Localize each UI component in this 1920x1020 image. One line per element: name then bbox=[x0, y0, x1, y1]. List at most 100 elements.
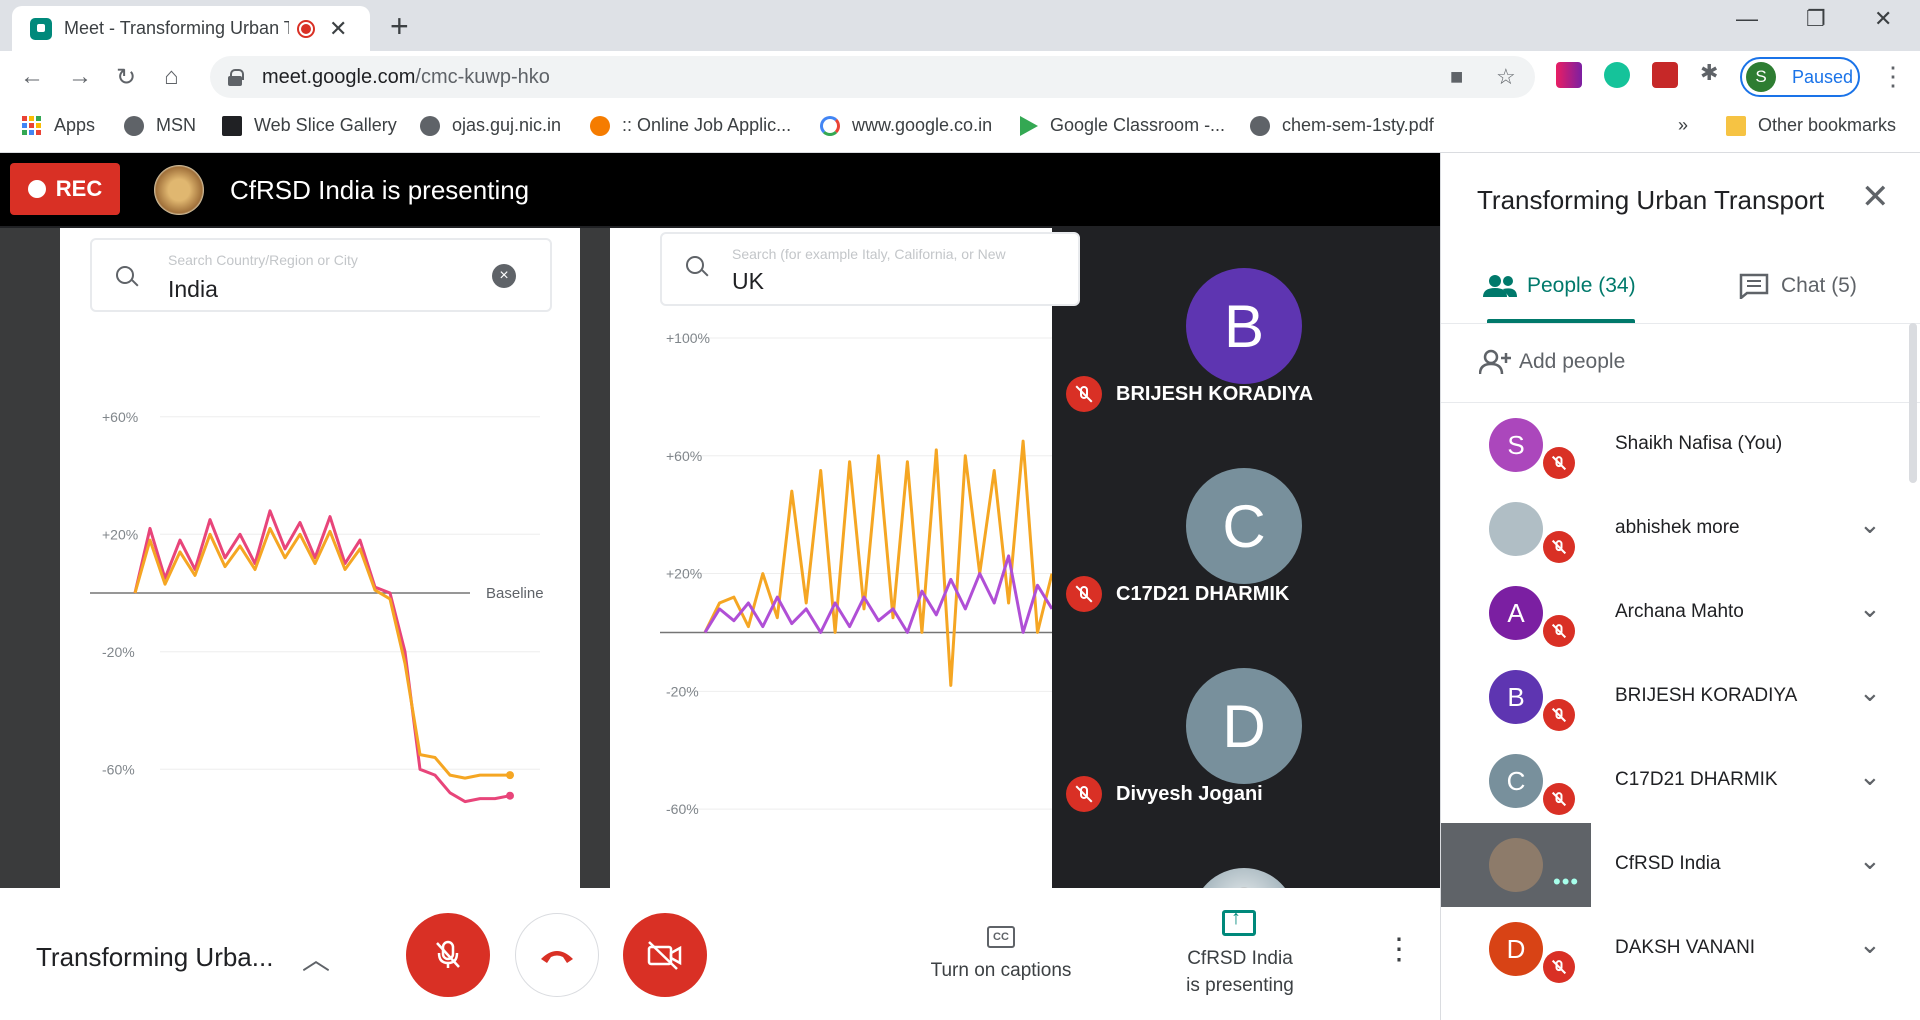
rec-label: REC bbox=[55, 176, 103, 201]
participant-thumb: S bbox=[1441, 403, 1591, 487]
mic-off-icon bbox=[436, 940, 460, 968]
new-tab-button[interactable]: + bbox=[390, 8, 409, 44]
mic-off-icon bbox=[1066, 376, 1102, 412]
chevron-down-icon[interactable]: ⌄ bbox=[1859, 677, 1881, 707]
uk-mobility-chart: +100% +60% +20% -20% -60% bbox=[660, 330, 1052, 817]
globe-icon bbox=[1250, 115, 1270, 136]
participant-avatar bbox=[1489, 838, 1543, 892]
forward-icon[interactable]: → bbox=[68, 63, 92, 90]
participant-row[interactable]: B BRIJESH KORADIYA ⌄ bbox=[1441, 655, 1920, 739]
profile-button[interactable]: S Paused bbox=[1740, 57, 1860, 97]
camera-toggle-button[interactable] bbox=[623, 913, 707, 997]
chevron-down-icon[interactable]: ⌄ bbox=[1859, 845, 1881, 875]
bookmark-web-slice[interactable]: Web Slice Gallery bbox=[222, 115, 397, 136]
participant-thumb: A bbox=[1441, 571, 1591, 655]
pdf-extension-icon[interactable] bbox=[1652, 62, 1678, 88]
bookmark-label: Other bookmarks bbox=[1758, 115, 1897, 135]
chevron-down-icon[interactable]: ⌄ bbox=[1859, 761, 1881, 791]
active-tab-indicator bbox=[1487, 319, 1635, 323]
web-slice-icon bbox=[222, 115, 242, 136]
participant-row[interactable]: A Archana Mahto ⌄ bbox=[1441, 571, 1920, 655]
chevron-up-icon[interactable]: ︿ bbox=[302, 944, 331, 975]
presenting-label-line1: CfRSD India bbox=[1187, 948, 1293, 969]
bookmark-classroom[interactable]: Google Classroom -... bbox=[1020, 115, 1225, 136]
tab-title: Meet - Transforming Urban T bbox=[64, 18, 289, 38]
chevron-down-icon[interactable]: ⌄ bbox=[1859, 593, 1881, 623]
back-icon[interactable]: ← bbox=[20, 63, 44, 90]
series-line bbox=[133, 526, 510, 780]
record-dot-icon bbox=[27, 180, 46, 198]
uk-search-box: Search (for example Italy, California, o… bbox=[660, 232, 1080, 306]
tile-name: BRIJESH KORADIYA bbox=[1116, 382, 1314, 405]
bookmark-apps[interactable]: Apps bbox=[22, 115, 95, 136]
mic-off-icon bbox=[1066, 576, 1102, 612]
recording-button[interactable]: REC bbox=[10, 163, 120, 215]
home-icon[interactable]: ⌂ bbox=[164, 63, 179, 90]
chevron-down-icon[interactable]: ⌄ bbox=[1859, 509, 1881, 539]
google-icon bbox=[820, 115, 840, 136]
more-options-icon[interactable]: ⋮ bbox=[1384, 933, 1414, 966]
bookmark-msn[interactable]: MSN bbox=[124, 115, 196, 136]
bookmark-label: :: Online Job Applic... bbox=[622, 115, 792, 135]
window-close-button[interactable]: ✕ bbox=[1874, 6, 1893, 31]
meeting-details-title[interactable]: Transforming Urba... bbox=[36, 942, 274, 972]
participant-thumb bbox=[1441, 487, 1591, 571]
people-icon bbox=[1483, 275, 1517, 297]
tab-people[interactable]: People (34) bbox=[1483, 273, 1636, 299]
apps-grid-icon bbox=[22, 115, 42, 136]
tile-avatar: C bbox=[1186, 468, 1302, 584]
scrollbar[interactable] bbox=[1909, 323, 1917, 483]
add-people-button[interactable]: Add people bbox=[1479, 349, 1625, 375]
bookmark-ojas[interactable]: ojas.guj.nic.in bbox=[420, 115, 561, 136]
bookmark-online-job[interactable]: :: Online Job Applic... bbox=[590, 115, 791, 136]
reload-icon[interactable]: ↻ bbox=[116, 64, 137, 91]
bookmark-star-icon[interactable]: ☆ bbox=[1496, 64, 1516, 89]
folder-icon bbox=[1726, 115, 1746, 136]
add-people-label: Add people bbox=[1519, 350, 1626, 373]
participant-avatar: A bbox=[1489, 586, 1543, 640]
globe-icon bbox=[124, 115, 144, 136]
participant-thumb: C bbox=[1441, 739, 1591, 823]
browser-tab[interactable]: Meet - Transforming Urban T ✕ bbox=[12, 6, 370, 51]
bookmark-label: chem-sem-1sty.pdf bbox=[1282, 115, 1434, 135]
participant-avatar: B bbox=[1489, 670, 1543, 724]
omnibox[interactable]: meet.google.com/cmc-kuwp-hko ■ ☆ bbox=[210, 56, 1535, 98]
participant-avatar: C bbox=[1489, 754, 1543, 808]
extension-icon[interactable] bbox=[1556, 62, 1582, 88]
url-host: meet.google.com bbox=[262, 65, 416, 88]
recording-indicator-icon bbox=[297, 19, 315, 38]
panel-title: Transforming Urban Transport bbox=[1477, 185, 1825, 215]
series-line bbox=[703, 554, 1052, 634]
close-tab-icon[interactable]: ✕ bbox=[329, 15, 348, 41]
captions-icon: CC bbox=[987, 926, 1015, 948]
minimize-button[interactable]: — bbox=[1736, 6, 1758, 31]
india-search-box: Search Country/Region or City India × bbox=[90, 238, 552, 312]
captions-label: Turn on captions bbox=[930, 960, 1072, 981]
tile-initial: D bbox=[1222, 692, 1266, 760]
camera-icon[interactable]: ■ bbox=[1450, 64, 1464, 89]
restore-button[interactable]: ❐ bbox=[1806, 6, 1826, 31]
bookmark-chem[interactable]: chem-sem-1sty.pdf bbox=[1250, 115, 1434, 136]
grammarly-icon[interactable] bbox=[1604, 62, 1630, 88]
participant-tiles: B BRIJESH KORADIYA C C17D21 DHARMIK D Di… bbox=[1052, 228, 1440, 888]
hang-up-icon bbox=[541, 951, 573, 963]
tab-chat[interactable]: Chat (5) bbox=[1739, 273, 1857, 299]
other-bookmarks[interactable]: Other bookmarks bbox=[1726, 115, 1896, 136]
baseline-label: Baseline bbox=[486, 585, 544, 602]
leave-call-button[interactable] bbox=[515, 913, 599, 997]
microphone-toggle-button[interactable] bbox=[406, 913, 490, 997]
participant-row[interactable]: abhishek more ⌄ bbox=[1441, 487, 1920, 571]
participant-row[interactable]: D DAKSH VANANI ⌄ bbox=[1441, 907, 1920, 991]
chat-tab-label: Chat (5) bbox=[1781, 274, 1857, 297]
tile-name: C17D21 DHARMIK bbox=[1116, 582, 1290, 605]
close-panel-icon[interactable]: ✕ bbox=[1861, 178, 1890, 216]
browser-menu-icon[interactable]: ⋮ bbox=[1880, 61, 1906, 91]
participant-row[interactable]: S Shaikh Nafisa (You) bbox=[1441, 403, 1920, 487]
participant-row[interactable]: ••• CfRSD India ⌄ bbox=[1441, 823, 1920, 907]
play-icon bbox=[1020, 115, 1038, 136]
puzzle-extensions-icon[interactable]: ✱ bbox=[1700, 60, 1719, 85]
chevron-down-icon[interactable]: ⌄ bbox=[1859, 929, 1881, 959]
participant-row[interactable]: C C17D21 DHARMIK ⌄ bbox=[1441, 739, 1920, 823]
more-bookmarks-button[interactable]: » bbox=[1678, 115, 1688, 136]
bookmark-google[interactable]: www.google.co.in bbox=[820, 115, 992, 136]
